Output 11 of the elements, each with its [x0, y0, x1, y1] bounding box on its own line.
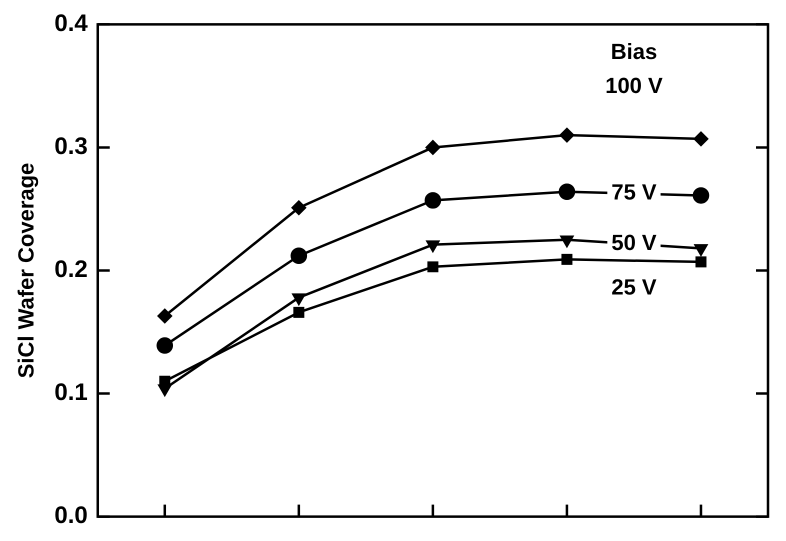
- y-axis-title: SiCl Wafer Coverage: [13, 162, 38, 378]
- series-label: 75 V: [611, 180, 657, 205]
- series-label: 50 V: [611, 230, 657, 256]
- y-tick-label: 0.4: [54, 10, 88, 38]
- y-tick-label: 0.2: [54, 256, 88, 284]
- y-tick-label: 0.3: [54, 133, 88, 160]
- series-label: 25 V: [611, 274, 657, 300]
- y-tick-label: 0.1: [54, 379, 88, 406]
- legend-title: Bias: [610, 39, 658, 64]
- y-tick-label: 0.0: [54, 502, 88, 530]
- series-label: 100 V: [605, 73, 664, 98]
